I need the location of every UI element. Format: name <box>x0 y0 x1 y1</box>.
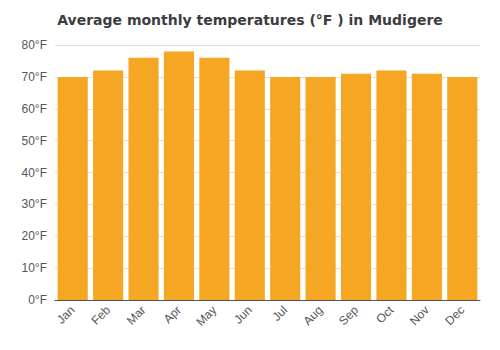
svg-text:Average monthly temperatures (: Average monthly temperatures (°F ) in Mu… <box>57 12 443 28</box>
svg-text:Aug: Aug <box>301 303 326 328</box>
svg-text:Nov: Nov <box>407 303 432 328</box>
svg-text:Jan: Jan <box>54 303 78 327</box>
svg-text:20°F: 20°F <box>22 229 47 243</box>
svg-text:40°F: 40°F <box>22 166 47 180</box>
svg-text:Oct: Oct <box>373 303 397 327</box>
svg-text:0°F: 0°F <box>28 293 47 307</box>
svg-text:60°F: 60°F <box>22 102 47 116</box>
svg-text:Feb: Feb <box>89 303 114 328</box>
svg-text:Dec: Dec <box>442 303 467 328</box>
svg-text:Apr: Apr <box>161 303 184 326</box>
svg-text:70°F: 70°F <box>22 70 47 84</box>
svg-text:50°F: 50°F <box>22 134 47 148</box>
svg-text:10°F: 10°F <box>22 261 47 275</box>
svg-text:May: May <box>193 303 219 329</box>
svg-text:30°F: 30°F <box>22 197 47 211</box>
svg-text:Mar: Mar <box>124 303 149 327</box>
svg-text:Jul: Jul <box>269 303 290 324</box>
svg-text:Sep: Sep <box>336 303 361 328</box>
svg-text:80°F: 80°F <box>22 38 47 52</box>
svg-text:Jun: Jun <box>231 303 255 327</box>
